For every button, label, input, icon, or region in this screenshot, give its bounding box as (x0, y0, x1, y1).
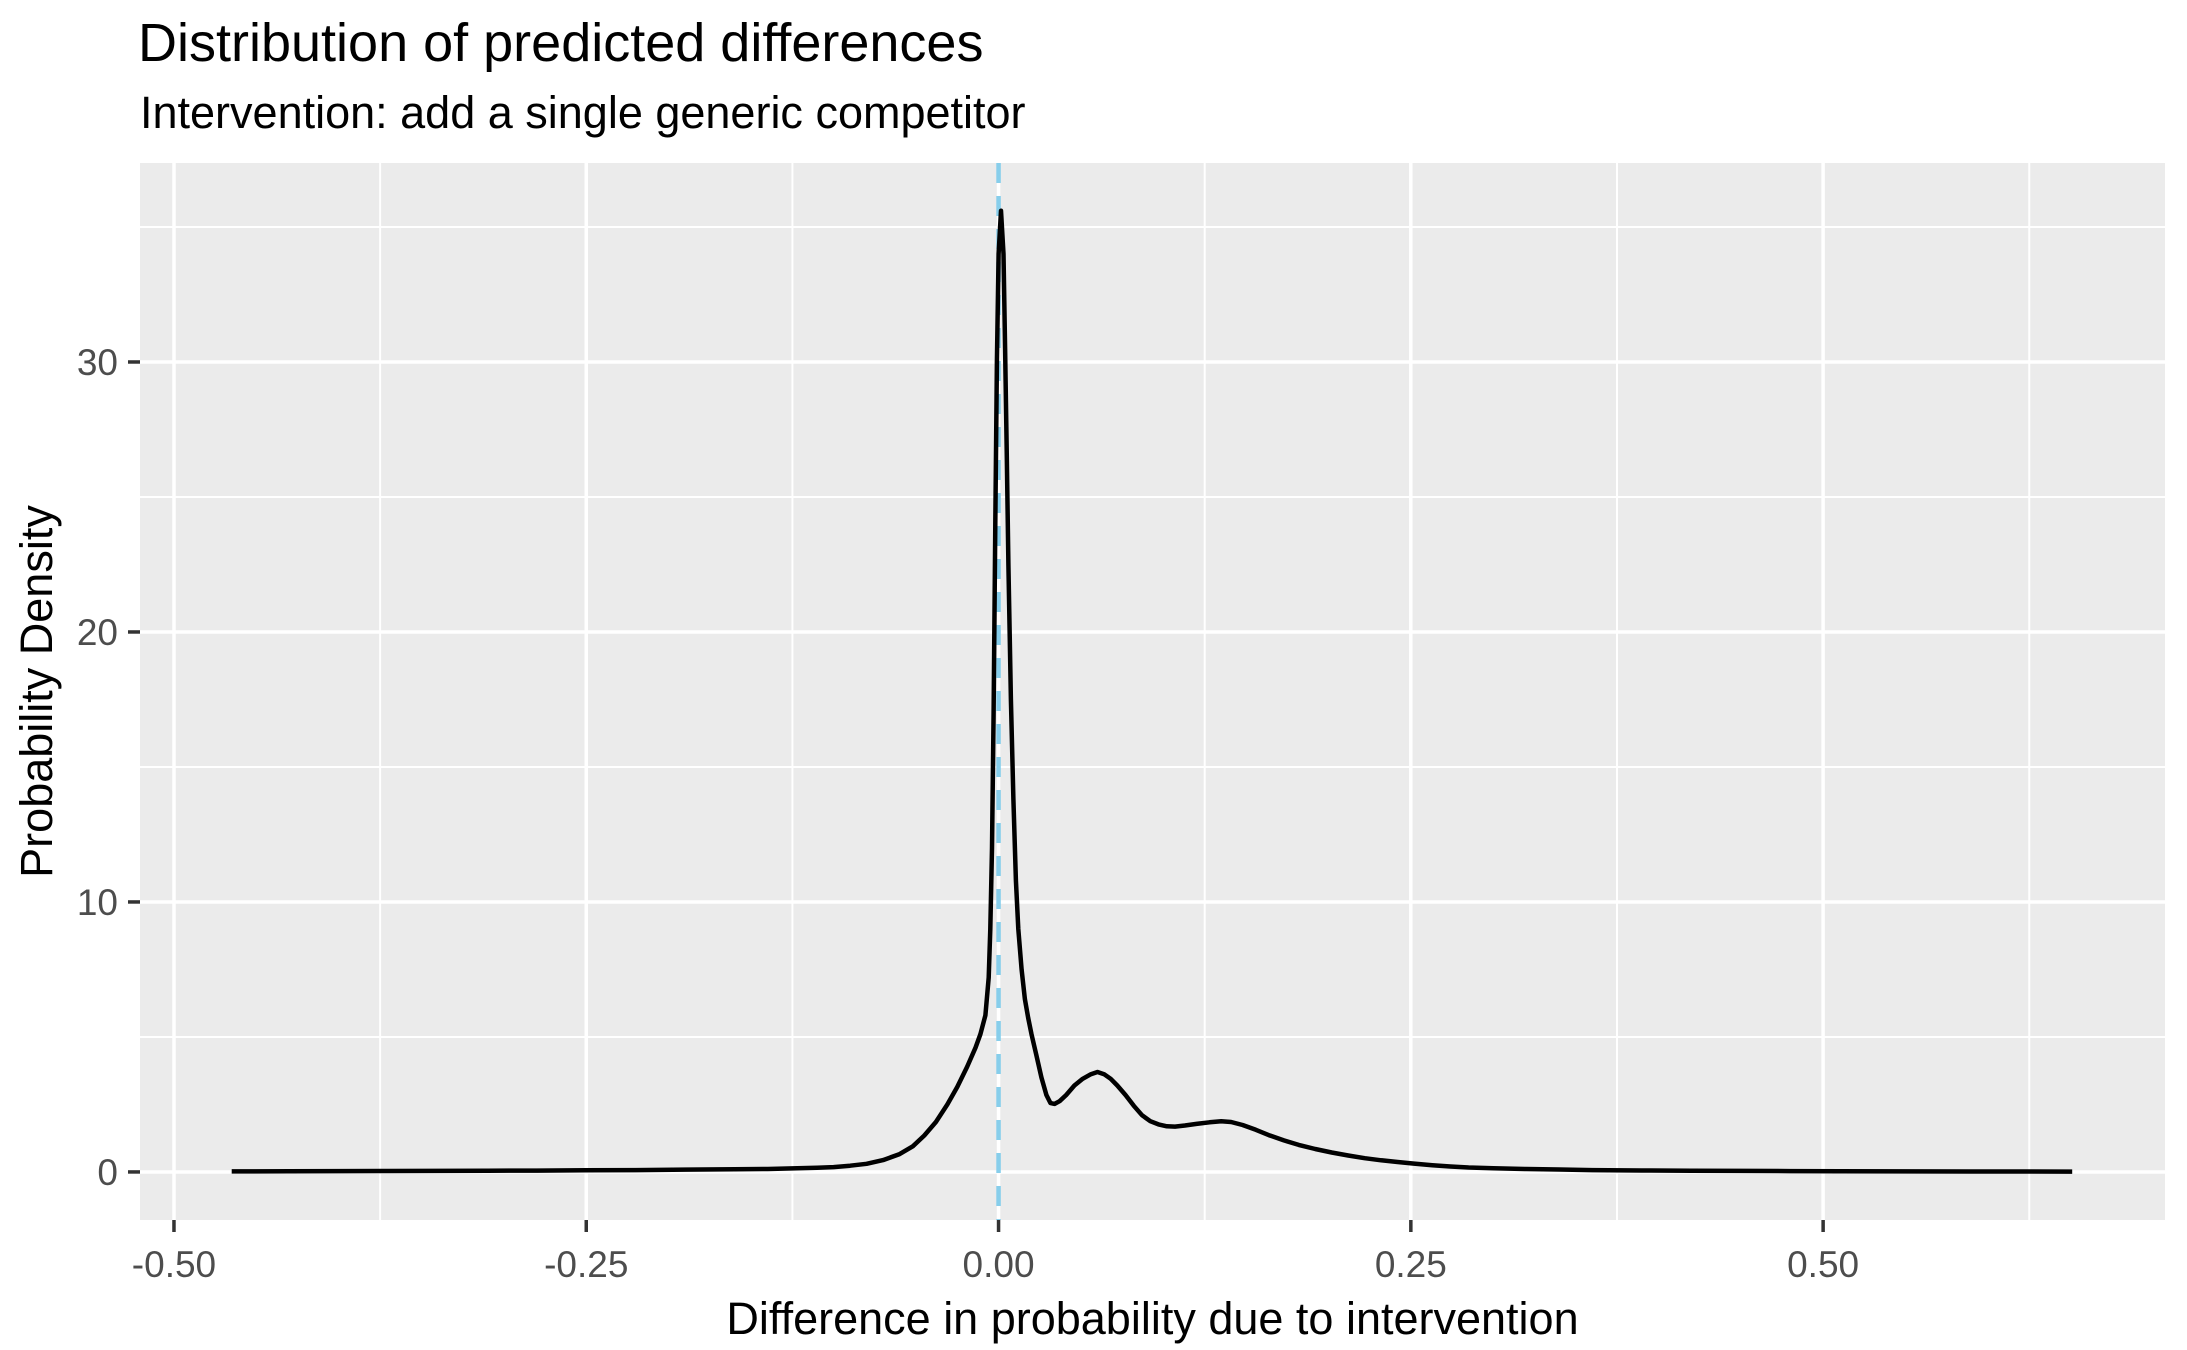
grid-minor (140, 163, 2165, 1220)
y-axis-tick-label: 20 (77, 612, 118, 653)
axis-tick-labels: -0.50 -0.25 0.00 0.25 0.50 0 10 20 30 (77, 342, 1859, 1285)
panel-background (140, 163, 2165, 1220)
plot-subtitle: Intervention: add a single generic compe… (140, 87, 1026, 138)
density-curve (231, 208, 2073, 1174)
y-axis-tick-label: 0 (97, 1152, 118, 1193)
axis-ticks (128, 360, 1825, 1232)
x-axis-title: Difference in probability due to interve… (726, 1293, 1578, 1344)
y-axis-tick-label: 10 (77, 882, 118, 923)
plot-title: Distribution of predicted differences (138, 13, 984, 73)
x-axis-tick-label: -0.25 (544, 1244, 628, 1285)
x-axis-tick-label: 0.25 (1375, 1244, 1447, 1285)
density-curve-group (231, 208, 2073, 1174)
y-axis-title: Probability Density (11, 505, 62, 878)
x-axis-tick-label: 0.50 (1787, 1244, 1859, 1285)
y-axis-tick-label: 30 (77, 342, 118, 383)
x-axis-tick-label: 0.00 (963, 1244, 1035, 1285)
axis-titles: Difference in probability due to interve… (11, 505, 1579, 1344)
panel (140, 163, 2165, 1220)
x-axis-tick-label: -0.50 (132, 1244, 216, 1285)
